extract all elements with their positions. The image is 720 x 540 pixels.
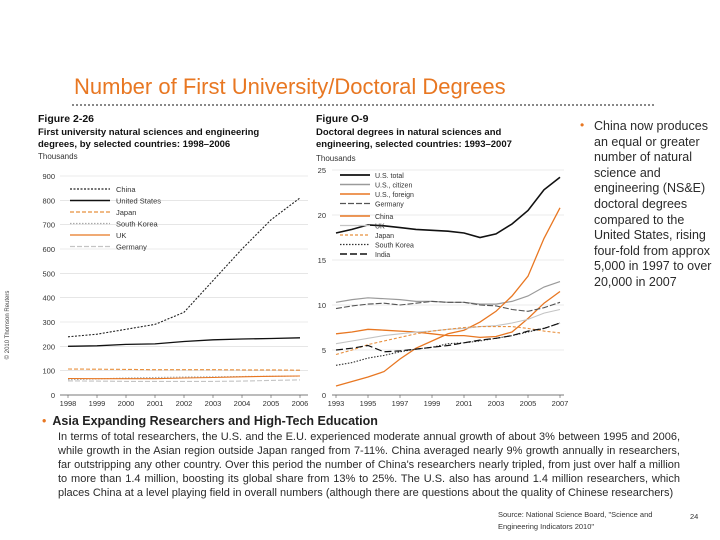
figure-title-line: First university natural sciences and en… xyxy=(38,127,259,138)
x-tick-label: 2005 xyxy=(520,399,537,408)
series-line-china xyxy=(67,197,301,338)
legend-label-south-korea: South Korea xyxy=(116,220,159,229)
x-tick-label: 2001 xyxy=(147,399,164,408)
y-tick-label: 400 xyxy=(42,294,55,303)
bullet-asia-heading: • Asia Expanding Researchers and High-Tec… xyxy=(42,414,378,428)
page-number: 24 xyxy=(690,512,699,521)
series-line-united-states xyxy=(67,337,301,347)
figure-o9-header: Figure O-9 Doctoral degrees in natural sc… xyxy=(316,113,512,163)
legend-label-south-korea: South Korea xyxy=(375,243,414,250)
y-tick-label: 900 xyxy=(42,172,55,181)
slide-title: Number of First University/Doctoral Degr… xyxy=(74,74,506,99)
x-tick-label: 2000 xyxy=(118,399,135,408)
legend-label-uk: UK xyxy=(116,231,126,240)
x-tick-label: 2005 xyxy=(263,399,280,408)
x-tick-label: 1995 xyxy=(360,399,377,408)
x-tick-label: 2002 xyxy=(176,399,193,408)
y-tick-label: 10 xyxy=(318,301,326,310)
legend-label-india: India xyxy=(375,252,390,259)
charts-svg: Figure 2-26 First university natural scie… xyxy=(30,110,570,410)
x-tick-label: 1999 xyxy=(424,399,441,408)
x-tick-label: 1993 xyxy=(328,399,345,408)
bullet-dot: • xyxy=(580,118,585,132)
y-tick-label: 200 xyxy=(42,342,55,351)
y-tick-label: 0 xyxy=(51,391,55,400)
copyright-notice: © 2010 Thomson Reuters xyxy=(5,290,11,360)
legend-label-united-states: United States xyxy=(116,197,161,206)
x-tick-label: 2006 xyxy=(292,399,309,408)
figure-title-line: Doctoral degrees in natural sciences and xyxy=(316,127,502,138)
legend-label-japan: Japan xyxy=(116,208,136,217)
y-tick-label: 25 xyxy=(318,166,326,175)
figure-label: Figure 2-26 xyxy=(38,113,94,125)
y-tick-label: 20 xyxy=(318,211,326,220)
legend-label-china: China xyxy=(116,185,136,194)
y-axis-label: Thousands xyxy=(38,152,78,161)
series-line-uk xyxy=(67,375,301,380)
x-tick-label: 1997 xyxy=(392,399,409,408)
x-tick-label: 2004 xyxy=(234,399,251,408)
series-line-germany xyxy=(67,379,301,382)
legend-label-germany: Germany xyxy=(116,243,147,252)
x-tick-label: 2007 xyxy=(552,399,569,408)
legend-label-u-s-citizen: U.S., citizen xyxy=(375,183,412,190)
figures-panel: Figure 2-26 First university natural scie… xyxy=(30,110,570,410)
legend-label-japan: Japan xyxy=(375,233,394,240)
bullet-asia-body: In terms of total researchers, the U.S. … xyxy=(58,431,680,499)
y-tick-label: 500 xyxy=(42,269,55,278)
source-citation: Source: National Science Board, "Science… xyxy=(498,510,653,531)
bullet-china-doctoral-text: China now produces an equal or greater n… xyxy=(594,119,712,289)
y-tick-label: 700 xyxy=(42,221,55,230)
legend-label-uk: UK xyxy=(375,224,385,231)
x-tick-label: 2001 xyxy=(456,399,473,408)
figure-title-line: degrees, by selected countries: 1998–200… xyxy=(38,139,230,150)
legend-label-u-s-total: U.S. total xyxy=(375,173,404,180)
legend-label-china: China xyxy=(375,214,393,221)
x-tick-label: 2003 xyxy=(488,399,505,408)
figure-label: Figure O-9 xyxy=(316,113,369,125)
legend-label-u-s-foreign: U.S., foreign xyxy=(375,192,414,199)
bullet-asia-heading-text: Asia Expanding Researchers and High-Tech… xyxy=(52,414,378,428)
y-tick-label: 15 xyxy=(318,256,326,265)
bullet-dot: • xyxy=(42,414,47,428)
y-tick-label: 0 xyxy=(322,391,326,400)
x-tick-label: 1998 xyxy=(60,399,77,408)
y-tick-label: 100 xyxy=(42,367,55,376)
legend-label-germany: Germany xyxy=(375,202,404,209)
figure-2-26-header: Figure 2-26 First university natural scie… xyxy=(38,113,259,161)
y-tick-label: 300 xyxy=(42,318,55,327)
x-tick-label: 1999 xyxy=(89,399,106,408)
figure-title-line: engineering, selected countries: 1993–20… xyxy=(316,139,512,150)
y-tick-label: 5 xyxy=(322,346,326,355)
x-tick-label: 2003 xyxy=(205,399,222,408)
title-divider xyxy=(72,104,654,106)
y-tick-label: 800 xyxy=(42,196,55,205)
y-axis-label: Thousands xyxy=(316,154,356,163)
y-tick-label: 600 xyxy=(42,245,55,254)
